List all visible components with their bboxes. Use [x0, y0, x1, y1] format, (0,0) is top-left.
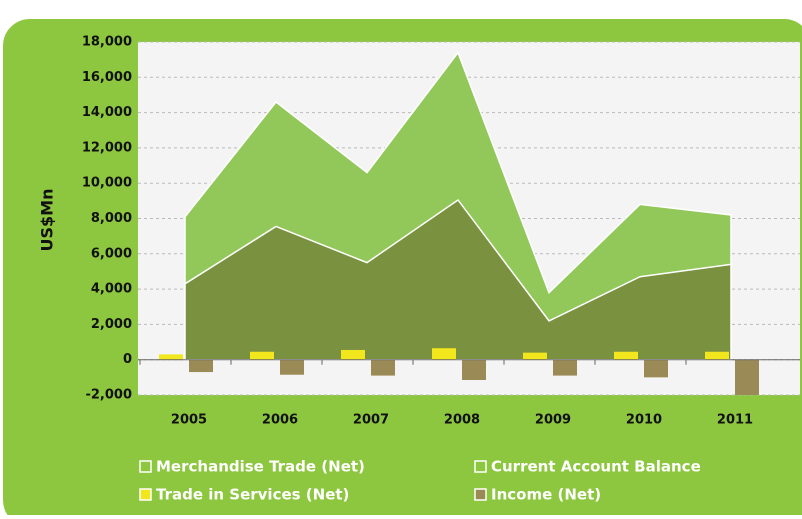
x-tick-label: 2007 — [353, 413, 389, 428]
bar — [735, 359, 759, 395]
legend-swatch — [474, 460, 487, 473]
y-tick-label: 8,000 — [91, 211, 132, 226]
legend-label: Income (Net) — [491, 486, 601, 504]
bar — [614, 351, 638, 360]
y-tick-label: 14,000 — [82, 105, 132, 120]
area — [184, 198, 732, 361]
x-tick-label: 2009 — [535, 413, 571, 428]
legend-swatch — [139, 460, 152, 473]
bar — [250, 351, 274, 360]
x-tick-label: 2008 — [444, 413, 480, 428]
x-tick-label: 2005 — [171, 413, 207, 428]
y-tick-label: 16,000 — [82, 70, 132, 85]
y-tick-label: 18,000 — [82, 35, 132, 50]
y-tick-label: 0 — [123, 352, 132, 367]
x-tick-label: 2011 — [717, 413, 753, 428]
bar — [189, 359, 213, 373]
bar — [432, 348, 456, 360]
bar — [553, 359, 577, 376]
bar — [644, 359, 668, 378]
y-tick-label: 10,000 — [82, 176, 132, 191]
y-tick-label: 4,000 — [91, 282, 132, 297]
bar — [280, 359, 304, 375]
bar — [523, 352, 547, 360]
y-tick-label: 6,000 — [91, 246, 132, 261]
legend-swatch — [474, 488, 487, 501]
legend-swatch — [139, 488, 152, 501]
bar — [371, 359, 395, 376]
y-axis-label: US$Mn — [38, 189, 57, 252]
bar — [159, 354, 183, 360]
y-tick-label: 12,000 — [82, 140, 132, 155]
bar — [462, 359, 486, 380]
bar — [341, 349, 365, 360]
legend-label: Current Account Balance — [491, 458, 701, 476]
y-tick-label: 2,000 — [91, 317, 132, 332]
legend-label: Trade in Services (Net) — [156, 486, 349, 504]
bar — [705, 351, 729, 360]
legend-label: Merchandise Trade (Net) — [156, 458, 365, 476]
x-tick-label: 2010 — [626, 413, 662, 428]
x-tick-label: 2006 — [262, 413, 298, 428]
y-tick-label: -2,000 — [85, 388, 132, 403]
